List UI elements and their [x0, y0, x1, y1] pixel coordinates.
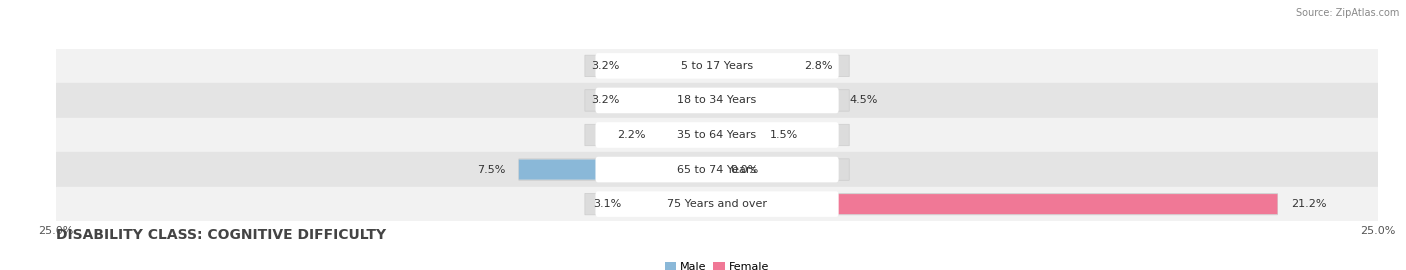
Text: 5 to 17 Years: 5 to 17 Years: [681, 61, 754, 71]
Text: Source: ZipAtlas.com: Source: ZipAtlas.com: [1295, 8, 1399, 18]
FancyBboxPatch shape: [596, 191, 838, 217]
Text: 3.2%: 3.2%: [591, 61, 619, 71]
Text: 2.8%: 2.8%: [804, 61, 832, 71]
Legend: Male, Female: Male, Female: [661, 257, 773, 270]
FancyBboxPatch shape: [596, 88, 838, 113]
Text: 3.2%: 3.2%: [591, 95, 619, 106]
Text: 2.2%: 2.2%: [617, 130, 645, 140]
Bar: [56, 187, 1378, 221]
Text: 18 to 34 Years: 18 to 34 Years: [678, 95, 756, 106]
FancyBboxPatch shape: [596, 157, 838, 182]
Text: DISABILITY CLASS: COGNITIVE DIFFICULTY: DISABILITY CLASS: COGNITIVE DIFFICULTY: [56, 228, 387, 242]
Text: 1.5%: 1.5%: [770, 130, 799, 140]
Text: 21.2%: 21.2%: [1291, 199, 1326, 209]
FancyBboxPatch shape: [596, 122, 838, 148]
Text: 0.0%: 0.0%: [730, 164, 758, 175]
Text: 4.5%: 4.5%: [849, 95, 877, 106]
FancyBboxPatch shape: [585, 124, 849, 146]
FancyBboxPatch shape: [519, 159, 849, 180]
FancyBboxPatch shape: [585, 55, 849, 77]
FancyBboxPatch shape: [519, 160, 598, 180]
Text: 65 to 74 Years: 65 to 74 Years: [678, 164, 756, 175]
Bar: [56, 83, 1378, 118]
FancyBboxPatch shape: [837, 194, 1278, 214]
Bar: [56, 118, 1378, 152]
FancyBboxPatch shape: [585, 90, 849, 111]
Text: 7.5%: 7.5%: [477, 164, 506, 175]
Text: 75 Years and over: 75 Years and over: [666, 199, 768, 209]
FancyBboxPatch shape: [596, 53, 838, 79]
Text: 35 to 64 Years: 35 to 64 Years: [678, 130, 756, 140]
Bar: [56, 49, 1378, 83]
Text: 3.1%: 3.1%: [593, 199, 621, 209]
Bar: [56, 152, 1378, 187]
FancyBboxPatch shape: [585, 193, 1278, 215]
